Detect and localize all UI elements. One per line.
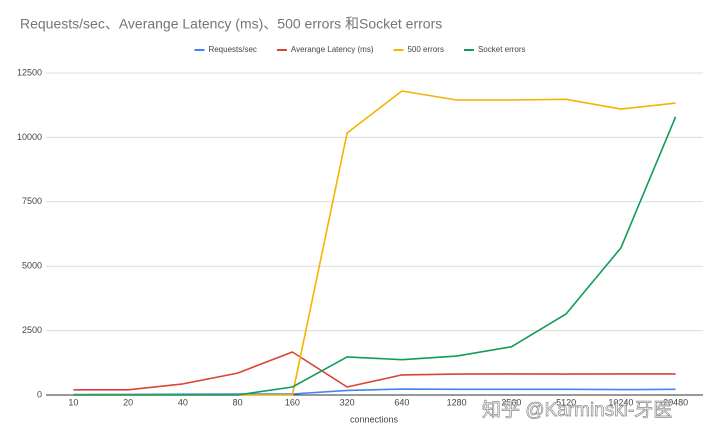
legend-label: 500 errors <box>407 45 443 54</box>
x-tick-label: 10240 <box>608 397 633 407</box>
chart-title: Requests/sec、Averange Latency (ms)、500 e… <box>20 16 442 32</box>
legend-label: Requests/sec <box>208 45 256 54</box>
x-tick-label: 20480 <box>663 397 688 407</box>
x-tick-label: 40 <box>178 397 188 407</box>
x-tick-label: 1280 <box>447 397 467 407</box>
series-line <box>73 116 677 396</box>
series-line <box>73 351 676 391</box>
y-tick-label: 12500 <box>17 67 42 77</box>
watermark: 知乎 @Karminski-牙医 <box>482 399 672 421</box>
y-tick-label: 2500 <box>22 325 42 335</box>
x-tick-label: 640 <box>394 397 409 407</box>
x-tick-label: 80 <box>233 397 243 407</box>
legend-label: Socket errors <box>478 45 526 54</box>
x-tick-label: 2560 <box>501 397 521 407</box>
x-axis-label: connections <box>350 414 399 424</box>
x-tick-label: 20 <box>123 397 133 407</box>
x-tick-label: 160 <box>285 397 300 407</box>
y-tick-label: 5000 <box>22 261 42 271</box>
x-tick-label: 10 <box>68 397 78 407</box>
legend-label: Averange Latency (ms) <box>291 45 374 54</box>
y-tick-label: 7500 <box>22 196 42 206</box>
x-tick-label: 5120 <box>556 397 576 407</box>
y-tick-label: 0 <box>37 389 42 399</box>
y-tick-label: 10000 <box>17 132 42 142</box>
x-tick-label: 320 <box>340 397 355 407</box>
